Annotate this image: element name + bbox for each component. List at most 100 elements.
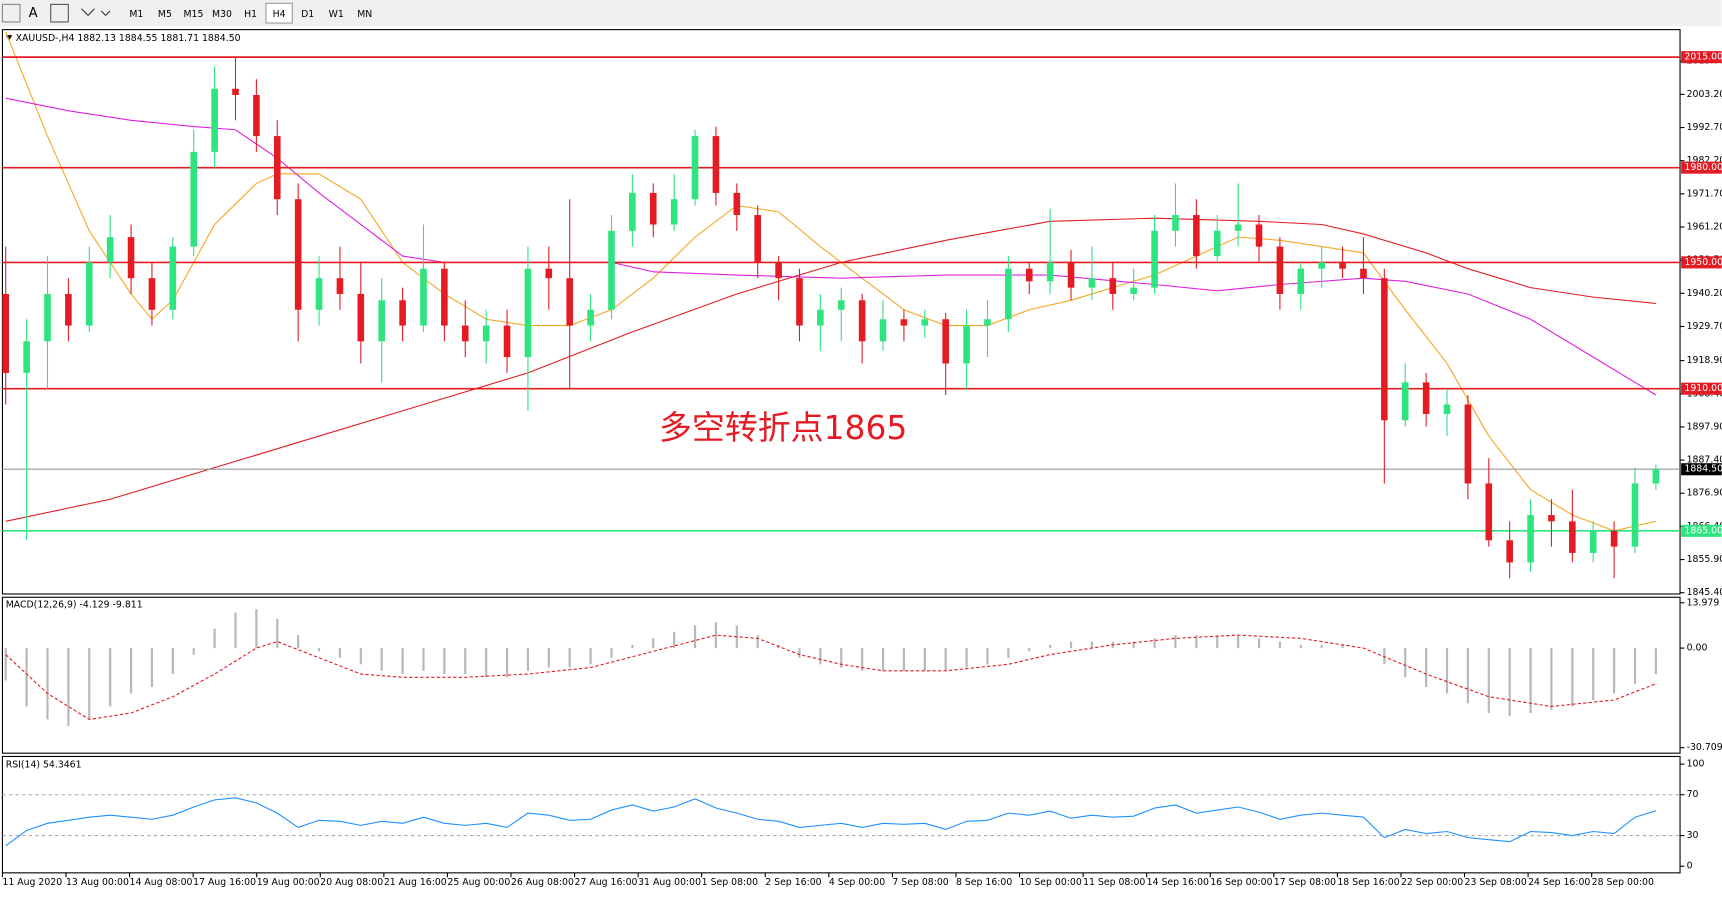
label-tool[interactable] bbox=[50, 3, 69, 23]
timeframe-label[interactable]: M30 bbox=[212, 9, 232, 20]
cursor-tool[interactable] bbox=[1, 3, 21, 23]
timeframe-label[interactable]: H4 bbox=[273, 9, 286, 20]
candle-body bbox=[963, 325, 970, 364]
candle-body bbox=[1485, 483, 1493, 541]
chart-header: XAUUSD-,H4 1882.13 1884.55 1881.71 1884.… bbox=[16, 33, 241, 44]
candle-body bbox=[775, 262, 782, 279]
x-tick-label: 19 Aug 00:00 bbox=[257, 877, 320, 888]
candle-body bbox=[441, 268, 448, 326]
macd-header: MACD(12,26,9) -4.129 -9.811 bbox=[6, 599, 143, 610]
y-tick-label: 1918.90 bbox=[1687, 355, 1722, 366]
y-tick-label: 1845.40 bbox=[1687, 587, 1722, 598]
timeframe-label[interactable]: M5 bbox=[158, 9, 172, 20]
candle-body bbox=[2, 293, 10, 373]
level-box bbox=[1681, 51, 1722, 64]
y-tick-label: 1929.70 bbox=[1687, 321, 1722, 332]
candle-body bbox=[1652, 469, 1660, 484]
x-tick-label: 22 Sep 00:00 bbox=[1401, 877, 1463, 888]
candle-body bbox=[1255, 224, 1263, 247]
current-price-box bbox=[1681, 463, 1722, 476]
y-tick-label: 1982.20 bbox=[1687, 155, 1722, 166]
x-tick-label: 10 Sep 00:00 bbox=[1020, 877, 1082, 888]
candle-body bbox=[858, 300, 866, 342]
candle-body bbox=[399, 300, 406, 326]
y-tick-label: 0 bbox=[1687, 861, 1693, 872]
timeframe-label[interactable]: M1 bbox=[129, 9, 143, 20]
x-tick-label: 17 Sep 08:00 bbox=[1274, 877, 1336, 888]
candle-body bbox=[315, 278, 323, 310]
x-tick-label: 28 Sep 00:00 bbox=[1592, 877, 1654, 888]
level-label: 1865.00 bbox=[1684, 525, 1722, 536]
candle-body bbox=[691, 136, 699, 200]
candle-body bbox=[1401, 382, 1409, 421]
candle-body bbox=[1422, 382, 1430, 414]
candle-body bbox=[65, 293, 72, 326]
y-tick-label: 1887.40 bbox=[1687, 455, 1722, 466]
candle-body bbox=[106, 237, 114, 263]
candle-body bbox=[1130, 287, 1137, 294]
candle-body bbox=[378, 300, 386, 342]
candle-body bbox=[754, 215, 761, 263]
timeframe-button[interactable] bbox=[265, 2, 293, 24]
y-tick-label: 1855.90 bbox=[1687, 554, 1722, 565]
x-tick-label: 1 Sep 08:00 bbox=[702, 877, 758, 888]
candle-body bbox=[1381, 278, 1388, 421]
x-tick-label: 23 Sep 08:00 bbox=[1465, 877, 1527, 888]
candle-body bbox=[566, 278, 573, 326]
shapes-tool[interactable] bbox=[81, 8, 111, 17]
candle-body bbox=[942, 319, 949, 364]
candle-body bbox=[1506, 540, 1513, 563]
candle-body bbox=[1443, 404, 1451, 414]
x-tick-label: 25 Aug 00:00 bbox=[447, 877, 510, 888]
candle-body bbox=[629, 192, 636, 231]
candle-body bbox=[1318, 262, 1325, 269]
level-label: 1980.00 bbox=[1684, 162, 1722, 173]
x-tick-label: 14 Sep 16:00 bbox=[1147, 877, 1209, 888]
candle-body bbox=[211, 88, 218, 152]
candle-body bbox=[1005, 268, 1012, 320]
timeframe-label[interactable]: D1 bbox=[301, 9, 314, 20]
level-label: 1910.00 bbox=[1684, 383, 1722, 394]
candle-body bbox=[127, 237, 135, 279]
x-tick-label: 17 Aug 16:00 bbox=[193, 877, 256, 888]
x-tick-label: 4 Sep 00:00 bbox=[829, 877, 885, 888]
level-box bbox=[1681, 382, 1722, 395]
text-tool[interactable]: A bbox=[29, 6, 38, 21]
level-label: 1950.00 bbox=[1684, 257, 1722, 268]
candle-body bbox=[1276, 246, 1284, 294]
timeframe-label[interactable]: H1 bbox=[244, 9, 257, 20]
x-tick-label: 16 Sep 00:00 bbox=[1210, 877, 1272, 888]
candle-body bbox=[503, 325, 511, 358]
candle-body bbox=[524, 268, 532, 358]
timeframe-label[interactable]: W1 bbox=[329, 9, 344, 20]
candle-body bbox=[232, 88, 239, 96]
candle-body bbox=[733, 192, 741, 216]
candle-body bbox=[608, 230, 615, 310]
candle-body bbox=[482, 325, 490, 342]
candle-body bbox=[1234, 224, 1242, 231]
candle-body bbox=[796, 278, 803, 326]
x-tick-label: 21 Aug 16:00 bbox=[384, 877, 447, 888]
candle-body bbox=[1297, 268, 1305, 294]
candle-body bbox=[357, 293, 365, 342]
level-box bbox=[1681, 256, 1722, 269]
y-tick-label: 1876.90 bbox=[1687, 488, 1722, 499]
x-tick-label: 13 Aug 00:00 bbox=[66, 877, 129, 888]
timeframe-label[interactable]: M15 bbox=[184, 9, 204, 20]
candle-body bbox=[817, 309, 824, 326]
y-tick-label: 0.00 bbox=[1687, 643, 1708, 654]
indicator-line bbox=[5, 634, 1657, 721]
candle-body bbox=[921, 319, 929, 326]
y-tick-label: 1897.90 bbox=[1687, 421, 1722, 432]
y-tick-label: 1940.20 bbox=[1687, 288, 1722, 299]
indicator-line bbox=[5, 217, 1656, 522]
x-tick-label: 11 Sep 08:00 bbox=[1083, 877, 1145, 888]
indicator-line bbox=[5, 97, 1657, 396]
x-tick-label: 31 Aug 00:00 bbox=[638, 877, 701, 888]
x-tick-label: 24 Sep 16:00 bbox=[1528, 877, 1590, 888]
y-tick-label: 2003.20 bbox=[1687, 89, 1722, 100]
candle-body bbox=[1088, 278, 1096, 288]
timeframe-label[interactable]: MN bbox=[357, 9, 372, 20]
candle-body bbox=[1569, 521, 1576, 553]
